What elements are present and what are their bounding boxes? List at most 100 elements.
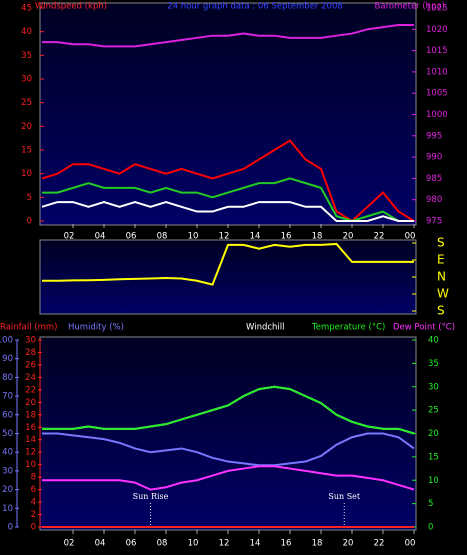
y-tick-label: W <box>437 287 449 301</box>
x-tick-label: 20 <box>343 539 354 549</box>
chart-title: 24 hour graph data : 06 September 2008 <box>167 2 343 12</box>
y2-tick-label: 980 <box>426 195 442 205</box>
y-tick-label: 30 <box>21 75 32 85</box>
x-tick-label: 18 <box>312 539 323 549</box>
series-line <box>42 465 415 491</box>
x-tick-label: 00 <box>405 539 416 549</box>
y2-tick-label: 15 <box>428 452 439 462</box>
x-tick-label: 02 <box>64 539 75 549</box>
y-tick-label: N <box>437 270 446 284</box>
y2-tick-label: 990 <box>426 153 442 163</box>
x-tick-label: 20 <box>343 232 354 242</box>
series-line <box>42 432 415 467</box>
y-tick-label: 40 <box>2 448 13 458</box>
y3-tick-label: 12 <box>25 448 36 458</box>
y-tick-label: 20 <box>2 485 13 495</box>
x-tick-label: 16 <box>281 539 292 549</box>
y2-tick-label: 35 <box>428 359 439 369</box>
y2-tick-label: 985 <box>426 174 442 184</box>
x-tick-label: 10 <box>188 539 199 549</box>
y2-tick-label: 995 <box>426 131 442 141</box>
y2-tick-label: 5 <box>428 499 433 509</box>
y-tick-label: 0 <box>27 217 32 227</box>
y3-tick-label: 22 <box>25 385 36 395</box>
x-tick-label: 08 <box>157 232 168 242</box>
series-line <box>41 201 414 222</box>
y2-tick-label: 20 <box>428 429 439 439</box>
y2-tick-label: 1010 <box>426 67 448 77</box>
series-line <box>42 385 415 435</box>
y-tick-label: 10 <box>2 504 13 514</box>
y-tick-label: S <box>437 236 445 250</box>
y3-tick-label: 20 <box>25 398 36 408</box>
x-tick-label: 08 <box>157 539 168 549</box>
x-tick-label: 22 <box>374 539 385 549</box>
y2-tick-label: 25 <box>428 406 439 416</box>
x-tick-label: 12 <box>219 232 230 242</box>
x-tick-label: 04 <box>95 539 106 549</box>
x-tick-label: 14 <box>250 232 261 242</box>
y-tick-label: 25 <box>21 98 32 108</box>
y-tick-label: 45 <box>21 4 32 14</box>
legend-label: Temperature (°C) <box>311 323 385 333</box>
panel-direction <box>39 239 417 315</box>
y3-tick-label: 18 <box>25 410 36 420</box>
y-tick-label: 30 <box>2 466 13 476</box>
y2-tick-label: 40 <box>428 336 439 346</box>
y-tick-label: 35 <box>21 51 32 61</box>
y2-tick-label: 1020 <box>426 25 448 35</box>
y-tick-label: 60 <box>2 410 13 420</box>
x-tick-label: 14 <box>250 539 261 549</box>
y-axis-title: Windspeed (kph) <box>35 2 107 12</box>
y3-tick-label: 10 <box>25 460 36 470</box>
series-line <box>42 24 414 48</box>
y2-tick-label: 975 <box>426 217 442 227</box>
y-tick-label: 90 <box>2 354 13 364</box>
panel-temperature <box>39 336 417 531</box>
x-tick-label: 00 <box>405 232 416 242</box>
y3-tick-label: 6 <box>31 485 36 495</box>
y3-tick-label: 24 <box>25 373 36 383</box>
series-line <box>42 242 414 286</box>
annotation: Sun Rise <box>133 492 169 501</box>
y3-tick-label: 14 <box>25 435 36 445</box>
legend-label: Dew Point (°C) <box>393 323 455 333</box>
x-tick-label: 06 <box>126 539 137 549</box>
x-tick-label: 16 <box>281 232 292 242</box>
y3-tick-label: 0 <box>31 523 36 533</box>
y3-tick-label: 16 <box>25 423 36 433</box>
y-tick-label: 100 <box>0 336 13 346</box>
y3-tick-label: 2 <box>31 510 36 520</box>
y-tick-label: 50 <box>2 429 13 439</box>
legend-label: Humidity (%) <box>68 323 124 333</box>
y-tick-label: S <box>437 304 445 318</box>
x-tick-label: 02 <box>64 232 75 242</box>
y-tick-label: 15 <box>21 146 32 156</box>
y2-tick-label: 30 <box>428 382 439 392</box>
legend-label: Rainfall (mm) <box>0 323 58 333</box>
y2-tick-label: 0 <box>428 523 433 533</box>
y2-axis-title: Barometer (hpa) <box>375 2 445 12</box>
y2-tick-label: 1005 <box>426 89 448 99</box>
y2-tick-label: 1015 <box>426 46 448 56</box>
y2-tick-label: 1000 <box>426 110 448 120</box>
x-tick-label: 12 <box>219 539 230 549</box>
y3-tick-label: 30 <box>25 336 36 346</box>
x-tick-label: 10 <box>188 232 199 242</box>
y3-tick-label: 28 <box>25 348 36 358</box>
y3-tick-label: 26 <box>25 360 36 370</box>
x-tick-label: 22 <box>374 232 385 242</box>
legend-label: Windchill <box>246 323 285 333</box>
x-tick-label: 18 <box>312 232 323 242</box>
y2-tick-label: 10 <box>428 476 439 486</box>
y2-tick-label: 1025 <box>426 4 448 14</box>
y3-tick-label: 4 <box>31 498 36 508</box>
y-tick-label: 10 <box>21 169 32 179</box>
y3-tick-label: 8 <box>31 473 36 483</box>
y-tick-label: 5 <box>27 193 32 203</box>
y-tick-label: 0 <box>8 523 13 533</box>
y-tick-label: 20 <box>21 122 32 132</box>
y-tick-label: 80 <box>2 373 13 383</box>
y-tick-label: 40 <box>21 27 32 37</box>
